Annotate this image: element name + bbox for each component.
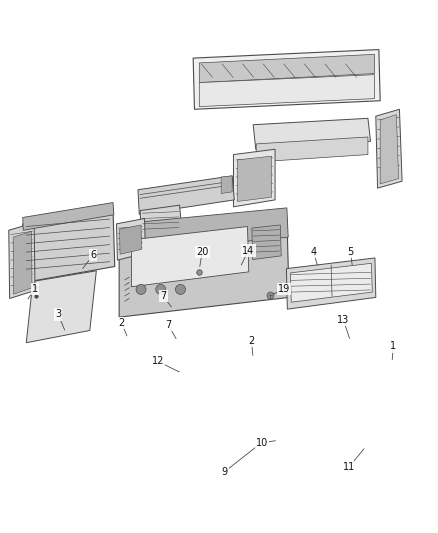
Polygon shape [117, 219, 145, 260]
Text: 7: 7 [166, 320, 172, 330]
Polygon shape [256, 137, 368, 162]
Text: 4: 4 [311, 247, 317, 257]
Polygon shape [199, 54, 374, 83]
Polygon shape [193, 50, 380, 109]
Polygon shape [199, 75, 374, 107]
Text: 6: 6 [90, 250, 96, 260]
Polygon shape [131, 227, 249, 287]
Circle shape [136, 285, 146, 294]
Polygon shape [376, 109, 402, 188]
Text: 1: 1 [390, 342, 396, 351]
Polygon shape [23, 203, 114, 230]
Polygon shape [252, 225, 281, 260]
Circle shape [156, 285, 166, 294]
Polygon shape [120, 208, 288, 253]
Circle shape [176, 285, 185, 294]
Polygon shape [119, 217, 289, 317]
Polygon shape [221, 176, 232, 193]
Text: 3: 3 [55, 310, 61, 319]
Text: 12: 12 [152, 357, 164, 366]
Polygon shape [138, 176, 234, 214]
Polygon shape [140, 205, 182, 236]
Text: 2: 2 [248, 336, 254, 346]
Polygon shape [120, 225, 141, 254]
Text: 14: 14 [242, 246, 254, 255]
Text: 19: 19 [278, 285, 290, 294]
Polygon shape [286, 258, 376, 309]
Polygon shape [237, 156, 272, 201]
Text: 1: 1 [32, 285, 38, 294]
Text: 13: 13 [337, 315, 350, 325]
Polygon shape [233, 149, 275, 207]
Text: 2: 2 [119, 318, 125, 328]
Text: 5: 5 [347, 247, 353, 257]
Text: 11: 11 [343, 462, 355, 472]
Polygon shape [26, 271, 96, 343]
Text: 20: 20 [196, 247, 208, 256]
Polygon shape [23, 209, 115, 282]
Text: 9: 9 [222, 467, 228, 477]
Text: 7: 7 [160, 292, 166, 301]
Polygon shape [253, 118, 371, 149]
Polygon shape [290, 263, 372, 302]
Polygon shape [380, 115, 399, 184]
Polygon shape [9, 223, 35, 298]
Polygon shape [13, 231, 32, 294]
Text: 10: 10 [256, 438, 268, 448]
